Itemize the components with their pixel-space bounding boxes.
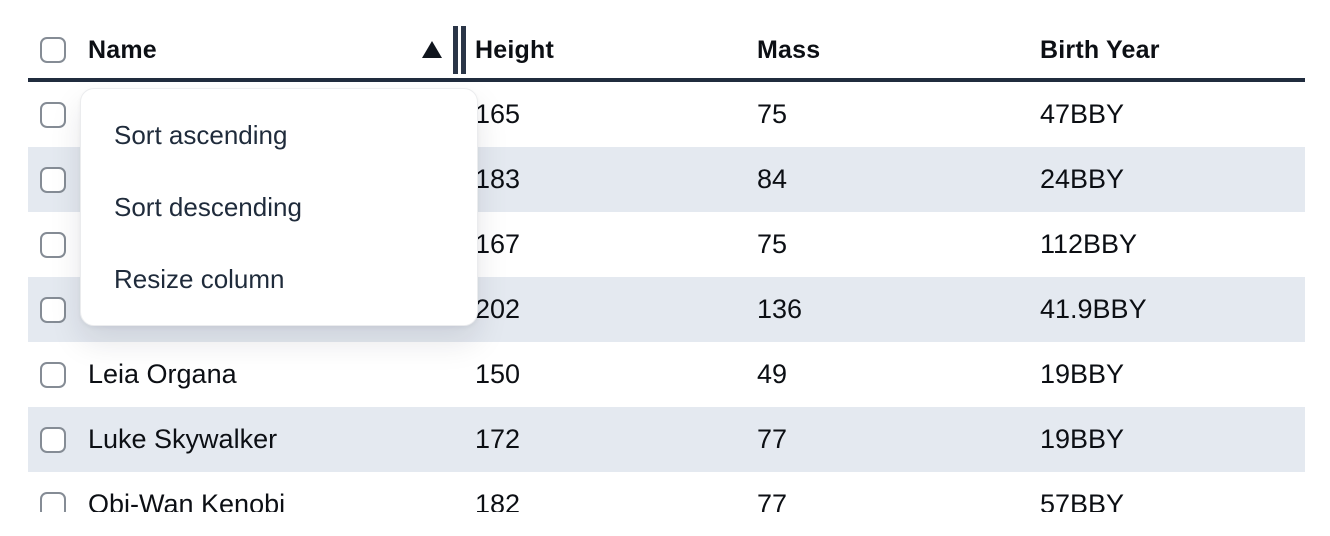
cell-mass: 77 <box>757 424 788 454</box>
cell-height: 150 <box>475 359 521 389</box>
row-checkbox[interactable] <box>40 362 66 388</box>
menu-item-sort-ascending[interactable]: Sort ascending <box>114 119 288 150</box>
table-row: Obi-Wan Kenobi 182 77 57BBY <box>28 472 1305 512</box>
cell-mass: 136 <box>757 294 803 324</box>
row-checkbox[interactable] <box>40 232 66 258</box>
menu-item-sort-descending[interactable]: Sort descending <box>114 191 302 222</box>
row-checkbox[interactable] <box>40 102 66 128</box>
cell-birth-year: 19BBY <box>1040 424 1125 454</box>
select-all-checkbox[interactable] <box>40 37 66 63</box>
cell-mass: 84 <box>757 164 788 194</box>
column-header-birth-year[interactable]: Birth Year <box>1040 35 1160 64</box>
cell-birth-year: 19BBY <box>1040 359 1125 389</box>
row-checkbox[interactable] <box>40 427 66 453</box>
cell-birth-year: 41.9BBY <box>1040 294 1147 324</box>
cell-mass: 77 <box>757 489 788 512</box>
cell-name: Obi-Wan Kenobi <box>88 489 286 512</box>
column-header-name[interactable]: Name <box>88 35 157 64</box>
table-row: Luke Skywalker 172 77 19BBY <box>28 407 1305 472</box>
column-header-height[interactable]: Height <box>475 35 554 64</box>
cell-birth-year: 47BBY <box>1040 99 1125 129</box>
cell-mass: 75 <box>757 229 788 259</box>
cell-name: Leia Organa <box>88 359 237 389</box>
table-header-row: Name Height Mass Birth Year <box>28 0 1305 82</box>
cell-name: Luke Skywalker <box>88 424 278 454</box>
cell-mass: 49 <box>757 359 788 389</box>
cell-height: 182 <box>475 489 521 512</box>
row-checkbox[interactable] <box>40 297 66 323</box>
table-row: Leia Organa 150 49 19BBY <box>28 342 1305 407</box>
cell-height: 202 <box>475 294 521 324</box>
cell-mass: 75 <box>757 99 788 129</box>
cell-birth-year: 57BBY <box>1040 489 1125 512</box>
cell-height: 183 <box>475 164 521 194</box>
cell-birth-year: 112BBY <box>1040 229 1138 259</box>
column-header-mass[interactable]: Mass <box>757 35 821 64</box>
menu-item-resize-column[interactable]: Resize column <box>114 263 285 294</box>
row-checkbox[interactable] <box>40 167 66 193</box>
cell-height: 172 <box>475 424 521 454</box>
row-checkbox[interactable] <box>40 492 66 512</box>
column-context-menu: Sort ascending Sort descending Resize co… <box>80 88 478 326</box>
sort-ascending-icon <box>422 41 442 58</box>
cell-height: 165 <box>475 99 521 129</box>
cell-height: 167 <box>475 229 521 259</box>
column-resize-handle[interactable] <box>453 26 466 74</box>
cell-birth-year: 24BBY <box>1040 164 1125 194</box>
